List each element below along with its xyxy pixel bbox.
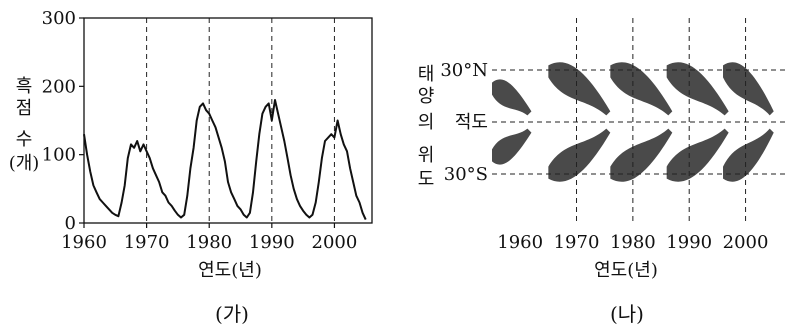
panel-label: (가) [215,302,249,326]
south-wing [666,128,729,182]
y-axis-title: 태 양 의 위 도 [418,64,435,190]
y-axis-title-line: 도 [418,169,435,190]
y-axis-title-line: 점 [16,98,33,119]
north-wing [548,62,611,116]
x-axis-title: 연도(년) [198,260,262,281]
sunspot-number-series [83,99,367,221]
x-axis-title: 연도(년) [594,260,658,281]
y-tick-label: 적도 [455,112,488,133]
axis-ticks: 1960 1970 1980 1990 2000 30°N 적도 30°S [440,60,768,253]
x-tick-label: 1960 [61,232,107,253]
x-tick-label: 1980 [610,232,656,253]
y-axis-title-line: 흑 [16,76,33,97]
axis-ticks: 1960 1970 1980 1990 2000 0 100 200 300 [42,8,358,253]
x-tick-label: 1990 [666,232,712,253]
gridlines [492,18,785,223]
north-wing [723,62,774,116]
y-tick-label: 200 [42,76,76,97]
sunspot-latitude-chart: 1960 1970 1980 1990 2000 30°N 적도 30°S 태 양 의 위 도… [418,18,785,326]
y-tick-label: 100 [42,145,76,166]
south-wing [548,128,611,182]
x-tick-label: 1980 [186,232,232,253]
y-axis-title-line: 태 [418,64,435,85]
vertical-gridlines [146,18,335,223]
north-wing [492,79,532,116]
y-tick-label: 0 [65,213,76,234]
x-tick-label: 1970 [554,232,600,253]
x-tick-label: 1970 [124,232,170,253]
plot-frame [83,17,373,224]
north-wing [666,62,729,116]
x-tick-label: 2000 [312,232,358,253]
north-wing [610,62,673,116]
x-tick-label: 2000 [723,232,769,253]
y-axis-title-line: 양 [418,86,435,107]
butterfly-diagram-marks [492,62,774,182]
panel-label: (나) [610,302,644,326]
south-wing [723,128,774,182]
y-tick-label: 30°S [444,164,488,185]
south-wing [610,128,673,182]
y-axis-title-line: 위 [418,145,435,166]
y-tick-label: 30°N [440,60,488,81]
x-tick-label: 1960 [497,232,543,253]
x-tick-label: 1990 [249,232,295,253]
south-wing [492,128,532,165]
y-axis-title-line: 의 [418,112,435,133]
y-axis-title: 흑 점 수 (개) [9,76,40,174]
y-axis-title-line: (개) [9,153,40,174]
y-axis-title-line: 수 [16,129,33,150]
sunspot-number-chart: 1960 1970 1980 1990 2000 0 100 200 300 흑 점 수 (개)… [9,8,373,326]
y-tick-label: 300 [42,8,76,29]
